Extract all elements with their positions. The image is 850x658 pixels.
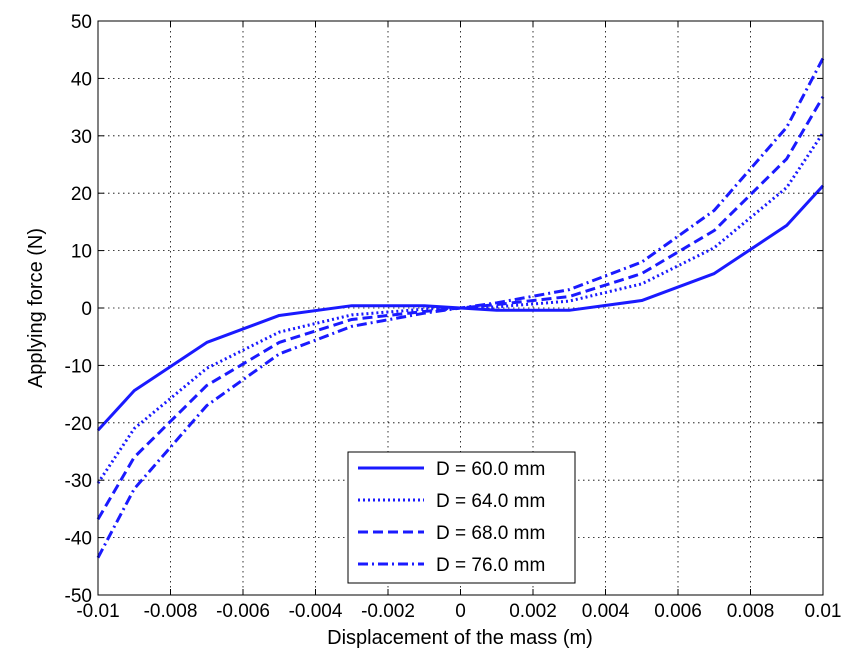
legend-label-3: D = 68.0 mm [436, 523, 545, 544]
legend-label-4: D = 76.0 mm [436, 555, 545, 576]
legend-label-2: D = 64.0 mm [436, 491, 545, 512]
y-tick-label: 10 [71, 242, 92, 263]
legend-label-1: D = 60.0 mm [436, 459, 545, 480]
ticks: -0.01 -0.008 -0.006 -0.004 -0.002 0 0.002 0.004… [65, 12, 842, 622]
legend: D = 60.0 mm D = 64.0 mm D = 68.0 mm D = 76.… [347, 451, 576, 584]
x-tick-label: -0.01 [76, 601, 119, 622]
x-tick-label: 0.006 [654, 601, 702, 622]
y-tick-label: -30 [65, 471, 92, 492]
x-tick-label: 0.01 [805, 601, 842, 622]
series-line-4 [96, 57, 825, 559]
y-tick-label: -40 [65, 529, 92, 550]
y-tick-label: -20 [65, 414, 92, 435]
legend-box [347, 451, 576, 584]
x-tick-label: -0.002 [361, 601, 415, 622]
grid [98, 21, 823, 595]
x-tick-label: 0.002 [509, 601, 557, 622]
y-tick-label: 40 [71, 69, 92, 90]
y-tick-label: -50 [65, 586, 92, 607]
x-tick-label: 0.008 [727, 601, 775, 622]
y-tick-label: 20 [71, 184, 92, 205]
x-tick-label: -0.008 [144, 601, 198, 622]
x-axis-label: Displacement of the mass (m) [327, 627, 593, 649]
x-tick-label: -0.006 [216, 601, 270, 622]
y-tick-label: 30 [71, 127, 92, 148]
y-tick-label: 50 [71, 12, 92, 33]
y-tick-label: -10 [65, 356, 92, 377]
y-tick-label: 0 [81, 299, 92, 320]
y-axis-label: Applying force (N) [25, 228, 47, 388]
x-tick-label: 0.004 [582, 601, 630, 622]
series-group [96, 57, 825, 559]
x-tick-label: 0 [455, 601, 466, 622]
x-tick-label: -0.004 [289, 601, 343, 622]
